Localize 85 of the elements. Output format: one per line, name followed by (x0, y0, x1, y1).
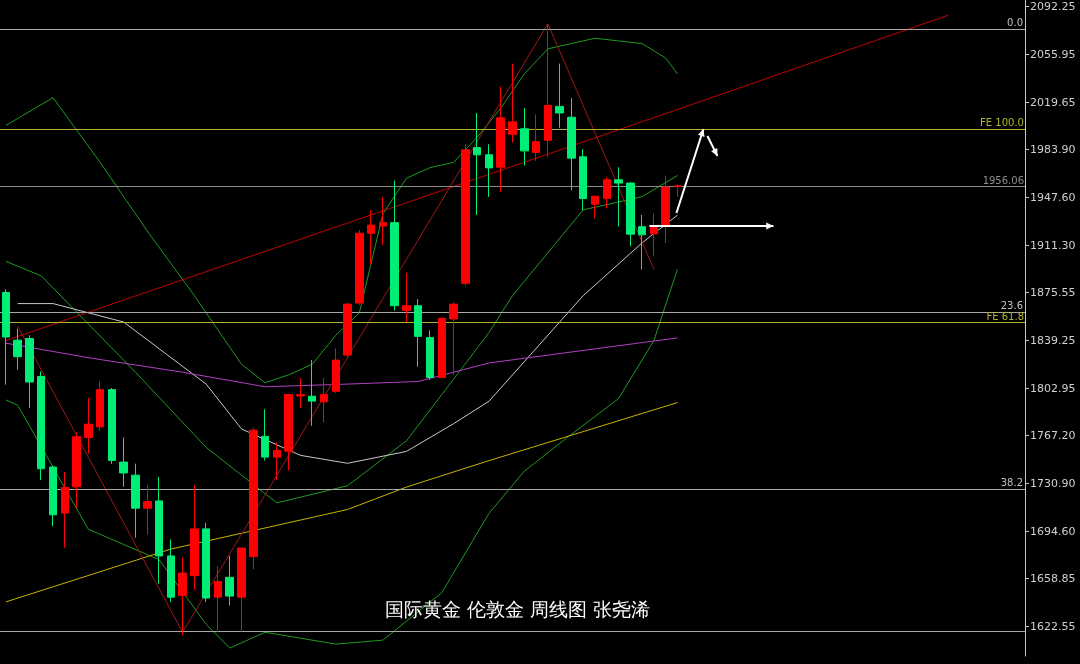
annotation: 23.6 (1000, 300, 1023, 312)
candlestick (320, 377, 328, 423)
candlestick (402, 272, 411, 323)
candlestick (261, 408, 269, 461)
ref-line-label: FE 100.0 (980, 117, 1024, 129)
candlestick (614, 166, 623, 228)
candlestick (296, 377, 305, 409)
candlestick (555, 63, 564, 129)
text: 国际黄金 伦敦金 周线图 张尧浠 (385, 597, 651, 620)
candlestick (426, 329, 434, 381)
y-tick-label: 2055.95 (1030, 47, 1076, 61)
candlestick (355, 229, 364, 306)
candlestick (638, 214, 646, 270)
candlestick (167, 538, 175, 603)
candlestick (202, 522, 210, 603)
candlestick (591, 195, 599, 219)
candlestick (390, 180, 399, 312)
candlestick (367, 209, 375, 266)
candlestick (214, 565, 222, 633)
candlestick (461, 143, 470, 287)
line-series (5, 268, 678, 649)
candlestick (72, 431, 81, 509)
y-tick-label: 1730.90 (1030, 476, 1076, 490)
candlestick (143, 484, 152, 536)
candlestick (520, 107, 529, 167)
candlestick (190, 484, 199, 591)
candlestick (225, 555, 234, 606)
line-series (5, 37, 678, 384)
candlestick (61, 471, 69, 549)
y-tick-label: 2092.25 (1030, 0, 1076, 13)
candlestick (603, 176, 611, 209)
candlestick (473, 112, 481, 216)
candlestick (178, 557, 187, 636)
candlestick (508, 63, 517, 144)
candlestick (379, 196, 387, 246)
candlestick (661, 175, 670, 244)
candlestick (544, 23, 552, 158)
ref-line-label: 1956.06 (982, 174, 1024, 186)
y-tick-label: 1875.55 (1030, 285, 1076, 299)
candlestick (25, 334, 34, 409)
y-tick-label: 1658.85 (1030, 571, 1076, 585)
candlestick (13, 328, 22, 371)
candlestick (249, 427, 258, 570)
y-tick-label: 1694.60 (1030, 524, 1076, 538)
candlestick (308, 359, 316, 427)
candlestick (273, 441, 281, 481)
candlestick (579, 148, 587, 211)
line-series (17, 214, 678, 464)
candlestick (496, 86, 505, 193)
ref-line-label: FE 61.8 (986, 310, 1024, 322)
candlestick (650, 212, 658, 257)
candlestick (485, 143, 493, 198)
line-series (17, 23, 655, 633)
y-tick-label: 2019.65 (1030, 95, 1076, 109)
y-tick-label: 1839.25 (1030, 333, 1076, 347)
candlestick (2, 288, 10, 386)
candlestick (37, 370, 45, 481)
candlestick (119, 436, 128, 488)
candlestick (49, 464, 57, 527)
candlestick (155, 476, 163, 585)
candlestick (108, 387, 116, 465)
y-tick-label: 1947.60 (1030, 190, 1076, 204)
y-tick-label: 1802.95 (1030, 381, 1076, 395)
y-tick-label: 1911.30 (1030, 238, 1076, 252)
candlestick (673, 183, 682, 198)
line-series (5, 337, 678, 388)
candlestick (237, 547, 246, 633)
y-tick-label: 1983.90 (1030, 142, 1076, 156)
candlestick (96, 380, 104, 432)
candlestick (532, 114, 540, 162)
line-series (5, 175, 678, 504)
candlestick (131, 463, 140, 539)
candlestick (567, 97, 576, 191)
candlestick (343, 301, 352, 358)
y-tick-label: 1622.55 (1030, 619, 1076, 633)
candlestick (449, 301, 458, 376)
annotation: 0.0 (1007, 16, 1023, 28)
candlestick (84, 397, 93, 455)
y-tick-label: 1767.20 (1030, 428, 1076, 442)
candlestick (626, 181, 635, 247)
candlestick (332, 347, 340, 394)
candlestick (438, 317, 446, 379)
annotation: 38.2 (1000, 476, 1023, 488)
candlestick (284, 394, 293, 471)
candlestick (414, 298, 422, 368)
